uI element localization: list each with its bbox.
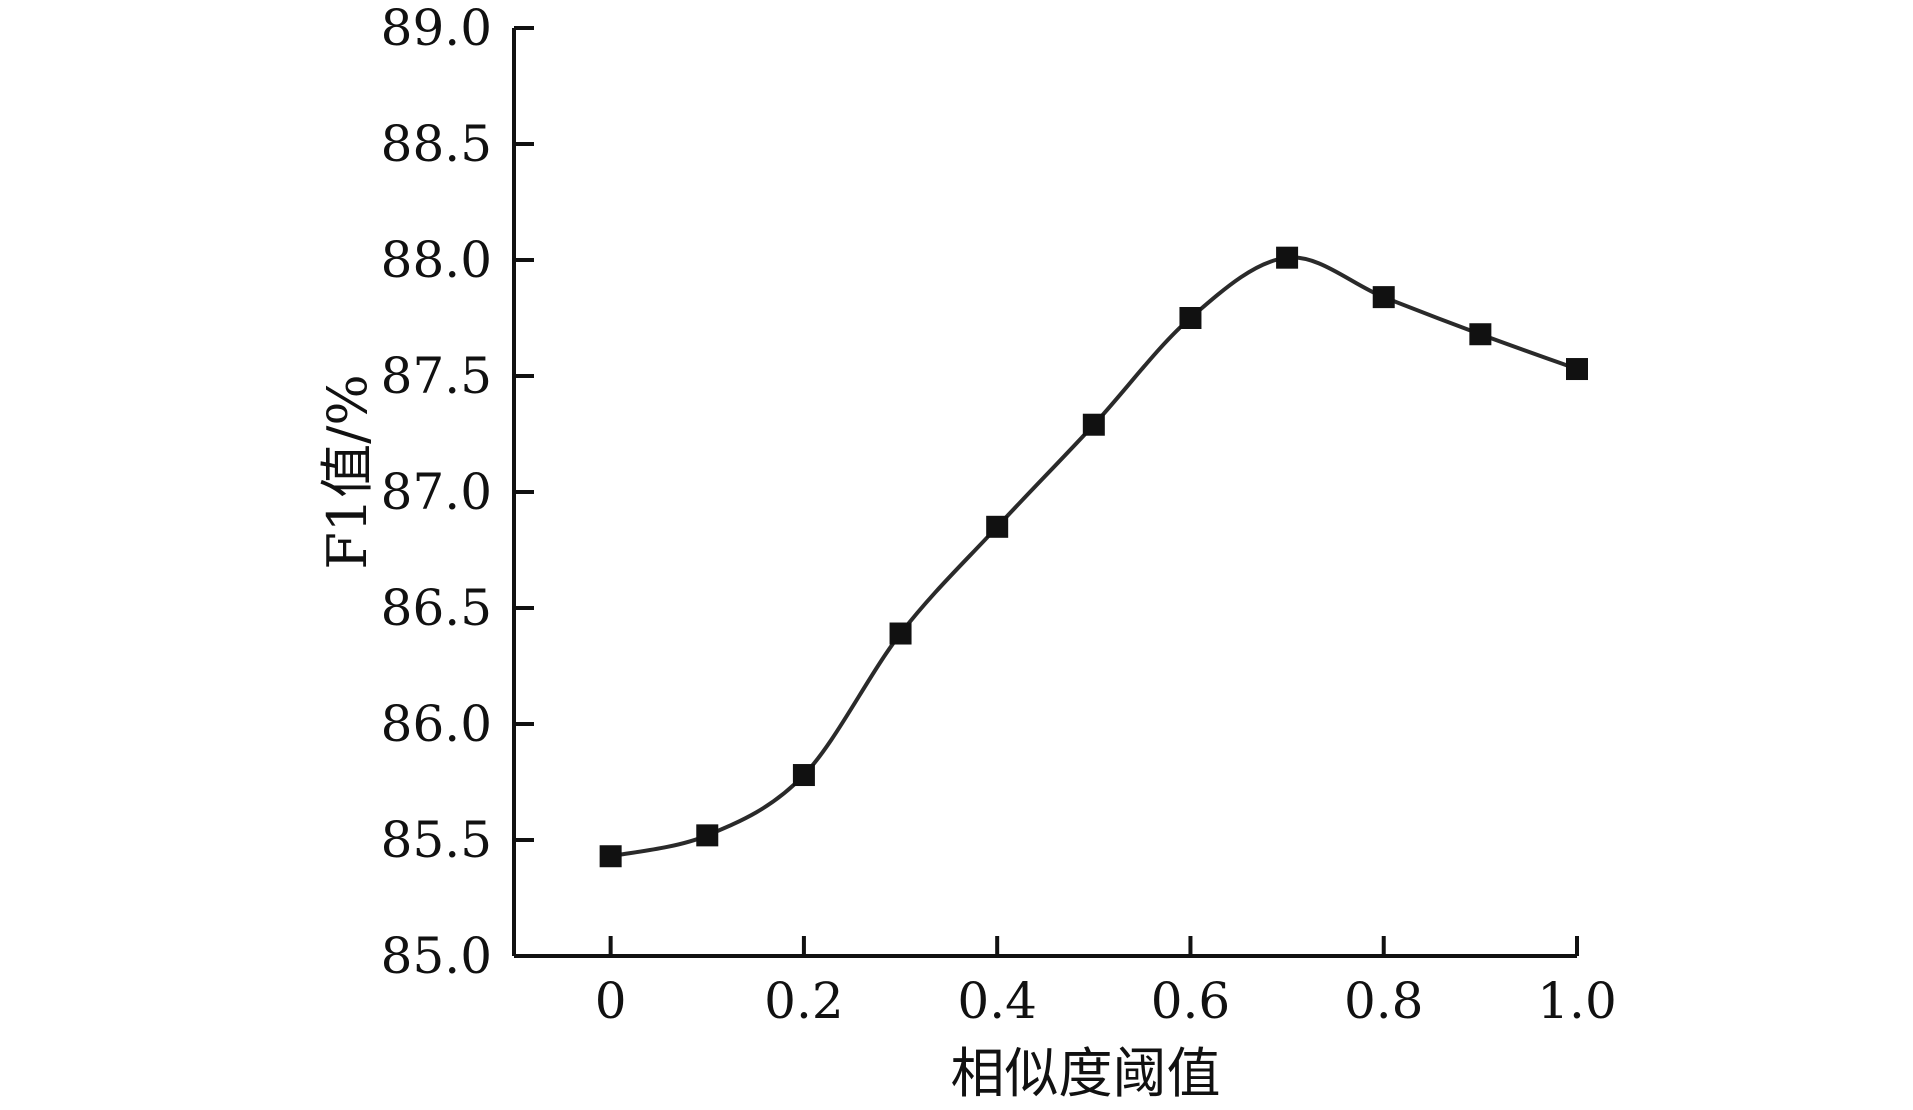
x-axis-title: 相似度阈值: [951, 1042, 1221, 1105]
y-axis-title: F1值/%: [316, 374, 379, 569]
y-tick-label: 87.5: [381, 347, 492, 405]
y-ticks: 85.0 85.5 86.0 86.5 87.0 87.5 88.0 88.5 89.0: [381, 0, 534, 985]
x-tick-label: 1.0: [1537, 972, 1617, 1030]
data-point-marker: [696, 824, 719, 847]
x-tick-label: 0: [595, 972, 627, 1030]
y-tick-label: 89.0: [381, 0, 492, 57]
data-point-marker: [1276, 246, 1299, 269]
x-tick-label: 0.6: [1151, 972, 1231, 1030]
series: [599, 246, 1588, 868]
y-tick-label: 85.0: [381, 927, 492, 985]
x-ticks: 0 0.2 0.4 0.6 0.8 1.0: [595, 936, 1617, 1030]
y-tick-label: 88.5: [381, 115, 492, 173]
x-tick-label: 0.4: [957, 972, 1037, 1030]
data-point-marker: [986, 515, 1009, 538]
y-tick-label: 86.0: [381, 695, 492, 753]
data-point-marker: [1469, 323, 1492, 346]
x-tick-label: 0.2: [764, 972, 844, 1030]
y-tick-label: 88.0: [381, 231, 492, 289]
y-tick-label: 87.0: [381, 463, 492, 521]
y-tick-label: 85.5: [381, 811, 492, 869]
data-point-marker: [1082, 413, 1105, 436]
data-point-marker: [889, 622, 912, 645]
data-point-marker: [1372, 286, 1395, 309]
x-tick-label: 0.8: [1344, 972, 1424, 1030]
data-point-marker: [1566, 358, 1588, 381]
data-point-marker: [599, 845, 622, 868]
data-point-marker: [792, 764, 815, 787]
axes: [512, 28, 1577, 958]
y-tick-label: 86.5: [381, 579, 492, 637]
series-line: [610, 255, 1578, 859]
data-point-marker: [1179, 307, 1202, 329]
